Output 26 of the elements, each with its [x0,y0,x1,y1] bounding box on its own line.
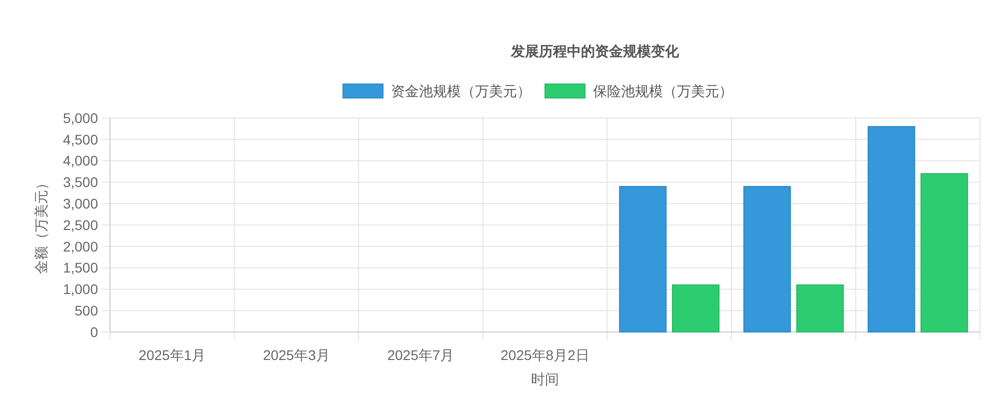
y-tick-label: 1,500 [62,260,98,276]
x-axis-title: 时间 [531,371,559,387]
bar [920,173,968,332]
y-tick-label: 500 [74,302,98,318]
bar [868,126,916,332]
y-tick-label: 2,000 [62,238,98,254]
bar [796,284,844,332]
y-tick-label: 4,500 [62,131,98,148]
bar [619,186,667,332]
legend-label: 保险池规模（万美元） [593,83,733,99]
chart-title: 发展历程中的资金规模变化 [510,43,680,59]
x-tick-label: 2025年8月2日 [500,347,590,363]
x-tick-label: 2025年3月 [262,347,330,363]
y-tick-label: 3,000 [62,196,98,212]
legend-label: 资金池规模（万美元） [391,83,531,99]
bar [743,186,791,332]
y-axis-title: 金额（万美元） [33,176,49,274]
x-tick-label: 2025年1月 [138,347,206,363]
y-tick-label: 5,000 [62,110,98,126]
x-tick-label: 2025年7月 [387,347,454,363]
bar [672,284,720,332]
y-tick-label: 4,000 [62,152,98,169]
y-tick-label: 2,500 [62,216,98,233]
y-tick-label: 3,500 [62,174,98,190]
y-tick-label: 1,000 [62,281,98,298]
y-tick-label: 0 [90,324,98,340]
